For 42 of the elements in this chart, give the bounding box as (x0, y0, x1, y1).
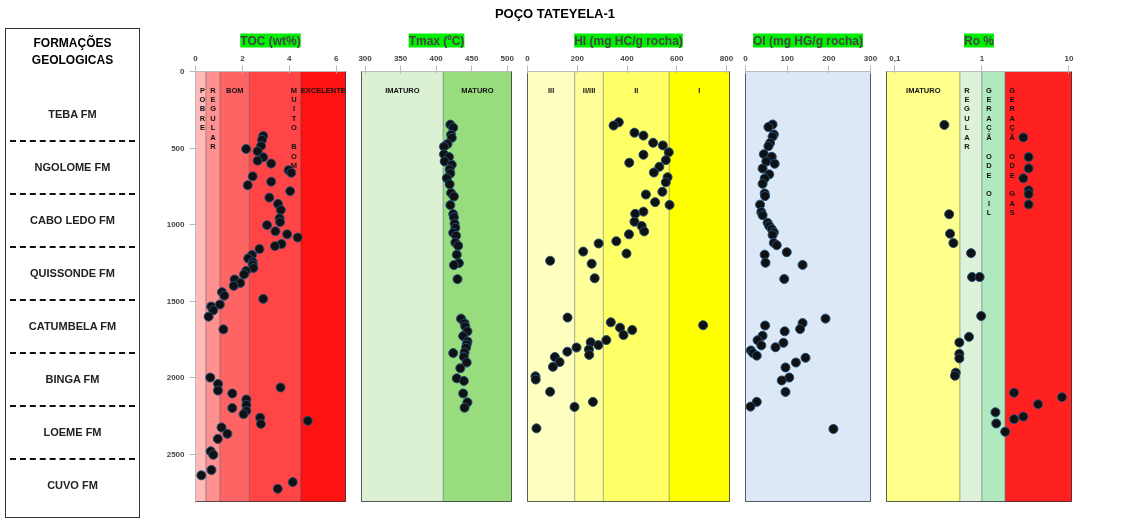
chart-title: Tmax (ºC) (408, 33, 465, 48)
x-tick-label: 500 (500, 53, 515, 63)
x-tick-label: 6 (333, 53, 339, 63)
x-tick-label: 200 (822, 53, 837, 63)
y-tick-label: 1500 (166, 296, 186, 306)
x-tick-label: 0,1 (889, 53, 902, 63)
y-tick-label: 500 (171, 143, 186, 153)
text: CUVO FM (46, 477, 99, 493)
x-tick-label: 1 (979, 53, 985, 63)
chart-title: OI (mg HG/g rocha) (753, 33, 864, 48)
x-tick-label: 450 (465, 53, 479, 63)
y-tick-label: 1000 (166, 220, 186, 230)
text: FORMAÇÕES GEOLOGICAS (30, 35, 115, 70)
text: BINGA FM (10, 354, 135, 408)
x-tick-label: 200 (570, 53, 585, 63)
y-tick-label: 2500 (166, 449, 186, 459)
text: CABO LEDO FM (10, 195, 135, 249)
x-tick-label: 2 (240, 53, 246, 63)
chart-title: TOC (wt%) (240, 33, 301, 48)
x-tick-label: 400 (429, 53, 444, 63)
chart-title: HI (mg HC/g rocha) (574, 33, 683, 48)
x-tick-label: 0 (193, 53, 199, 63)
x-tick-label: 300 (863, 53, 878, 63)
text: TEBA FM (10, 89, 135, 143)
text: NGOLOME FM (10, 142, 135, 196)
x-tick-label: 400 (620, 53, 635, 63)
x-tick-label: 600 (670, 53, 684, 63)
x-tick-label: 4 (287, 53, 293, 63)
text: CATUMBELA FM (10, 301, 135, 355)
text: QUISSONDE FM (10, 248, 135, 302)
x-tick-label: 0 (743, 53, 749, 63)
text: POÇO TATEYELA-1 (494, 5, 616, 23)
y-tick-label: 0 (180, 67, 186, 76)
text: LOEME FM (10, 407, 135, 461)
x-tick-label: 300 (358, 53, 373, 63)
x-tick-label: 800 (719, 53, 734, 63)
x-tick-label: 100 (780, 53, 795, 63)
x-tick-label: 10 (1064, 53, 1074, 63)
chart-title: Ro % (964, 33, 995, 48)
x-tick-label: 0 (525, 53, 531, 63)
y-tick-label: 2000 (166, 373, 186, 383)
x-tick-label: 350 (393, 53, 408, 63)
